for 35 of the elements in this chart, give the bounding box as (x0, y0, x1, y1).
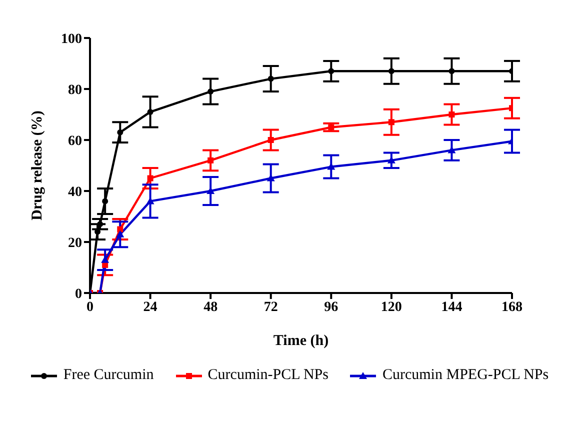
x-tick-label: 120 (380, 300, 402, 315)
x-tick-label: 168 (502, 300, 522, 315)
point (147, 108, 154, 115)
legend-label: Curcumin-PCL NPs (208, 367, 328, 384)
x-tick-label: 72 (264, 300, 278, 315)
point (448, 112, 455, 118)
y-tick-label: 60 (68, 134, 82, 149)
point (116, 230, 124, 238)
point (208, 157, 214, 164)
point (268, 76, 274, 82)
y-tick-label: 40 (68, 184, 82, 200)
x-axis-title: Time (h) (273, 333, 329, 349)
y-axis-title: Drug release (%) (29, 110, 46, 220)
y-tick-label: 20 (68, 236, 82, 251)
x-tick-label: 0 (86, 300, 94, 315)
y-tick-label: 0 (75, 286, 82, 302)
point (388, 68, 394, 74)
point (268, 137, 274, 143)
x-tick-label: 96 (324, 300, 338, 315)
x-tick-label: 48 (204, 300, 218, 315)
point (206, 187, 215, 194)
point (328, 68, 334, 74)
y-tick-label: 100 (61, 32, 82, 47)
point (117, 226, 124, 232)
x-tick-label: 24 (143, 300, 158, 315)
point (102, 198, 108, 204)
point (208, 88, 214, 95)
point (388, 119, 394, 126)
x-tick-label: 144 (441, 300, 462, 315)
point (147, 175, 154, 182)
legend-label: Curcumin MPEG-PCL NPs (382, 367, 549, 384)
legend-label: Free Curcumin (63, 367, 154, 384)
point (117, 129, 124, 136)
y-tick-label: 80 (68, 82, 82, 98)
point (448, 68, 455, 74)
